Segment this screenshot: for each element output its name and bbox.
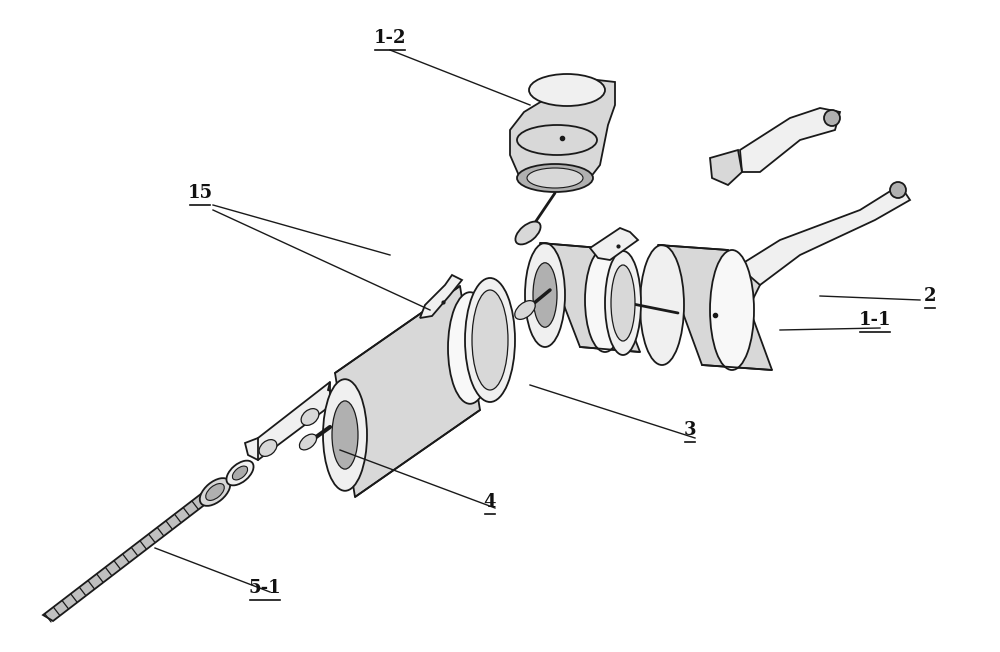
Ellipse shape [259,439,277,456]
Ellipse shape [448,292,492,404]
Ellipse shape [465,278,515,402]
Ellipse shape [472,290,508,390]
Polygon shape [710,150,742,185]
Ellipse shape [605,251,641,355]
Text: 15: 15 [187,184,213,202]
Text: 1-2: 1-2 [374,29,406,47]
Ellipse shape [710,250,754,370]
Polygon shape [590,228,638,260]
Ellipse shape [515,301,535,319]
Ellipse shape [533,263,557,327]
Ellipse shape [226,460,254,485]
Polygon shape [335,286,480,497]
Ellipse shape [890,182,906,198]
Polygon shape [245,382,340,460]
Ellipse shape [517,164,593,192]
Ellipse shape [200,478,230,506]
Ellipse shape [232,466,248,480]
Ellipse shape [640,245,684,365]
Ellipse shape [206,484,224,501]
Polygon shape [540,243,640,352]
Ellipse shape [525,243,565,347]
Ellipse shape [332,401,358,469]
Ellipse shape [299,434,317,450]
Ellipse shape [323,379,367,491]
Polygon shape [658,245,772,370]
Ellipse shape [301,409,319,425]
Ellipse shape [515,222,541,244]
Ellipse shape [585,248,625,352]
Text: 4: 4 [484,493,496,511]
Polygon shape [718,265,760,315]
Text: 2: 2 [924,287,936,305]
Ellipse shape [529,74,605,106]
Polygon shape [43,487,220,621]
Polygon shape [510,78,615,185]
Ellipse shape [824,110,840,126]
Ellipse shape [527,168,583,188]
Text: 5-1: 5-1 [249,579,281,597]
Polygon shape [740,108,840,172]
Text: 3: 3 [684,421,696,439]
Polygon shape [420,275,462,318]
Ellipse shape [611,265,635,341]
Polygon shape [740,185,910,295]
Text: 1-1: 1-1 [859,311,891,329]
